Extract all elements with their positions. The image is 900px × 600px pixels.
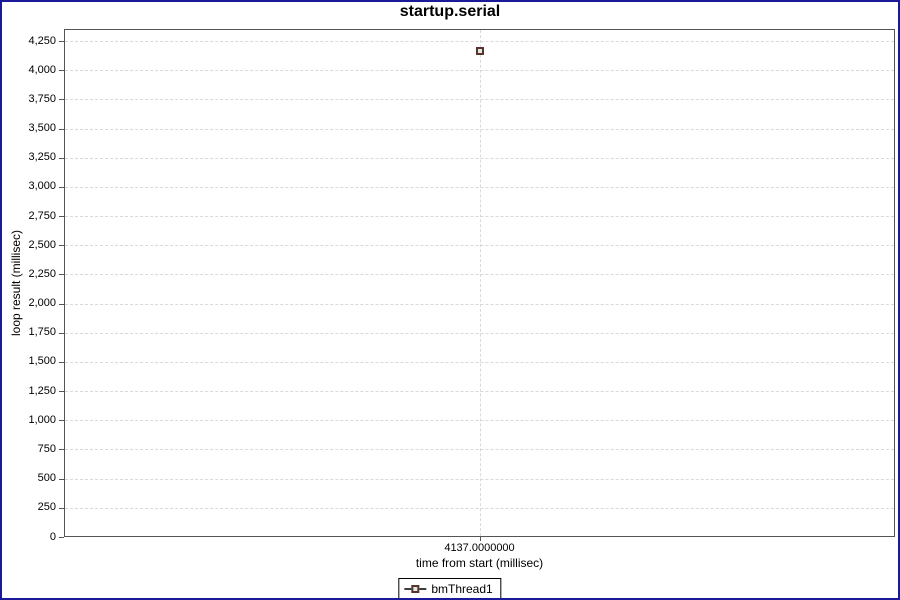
y-tick-mark xyxy=(59,391,64,393)
y-tick-mark xyxy=(59,361,64,363)
x-tick-mark xyxy=(479,537,481,541)
y-tick-label: 1,250 xyxy=(28,384,56,397)
plot-area xyxy=(64,29,895,537)
y-tick-label: 3,000 xyxy=(28,180,56,193)
y-tick-label: 2,000 xyxy=(28,297,56,310)
y-tick-label: 1,500 xyxy=(28,355,56,368)
y-tick-mark xyxy=(59,303,64,305)
series-marker-icon xyxy=(404,583,427,595)
y-tick-label: 750 xyxy=(37,442,56,455)
x-gridline xyxy=(479,30,481,536)
y-tick-mark xyxy=(59,216,64,218)
chart-title: startup.serial xyxy=(399,3,501,20)
y-tick-label: 3,500 xyxy=(28,122,56,135)
y-tick-mark xyxy=(59,157,64,159)
legend-series-label: bmThread1 xyxy=(431,581,493,596)
y-tick-label: 2,250 xyxy=(28,267,56,280)
y-tick-mark xyxy=(59,99,64,101)
y-tick-label: 0 xyxy=(49,530,56,543)
y-tick-mark xyxy=(59,186,64,188)
y-tick-mark xyxy=(59,332,64,334)
y-tick-mark xyxy=(59,449,64,451)
y-tick-mark xyxy=(59,478,64,480)
y-tick-mark xyxy=(59,245,64,247)
y-tick-mark xyxy=(59,507,64,509)
legend-square-glyph xyxy=(411,584,420,593)
y-tick-label: 1,750 xyxy=(28,326,56,339)
x-axis-title: time from start (millisec) xyxy=(415,556,544,570)
y-tick-label: 2,750 xyxy=(28,209,56,222)
legend: bmThread1 xyxy=(398,578,502,598)
y-tick-label: 4,000 xyxy=(28,63,56,76)
y-tick-label: 500 xyxy=(37,472,56,485)
y-tick-label: 2,500 xyxy=(28,238,56,251)
y-tick-mark xyxy=(59,128,64,130)
data-point-marker xyxy=(475,46,484,55)
y-tick-label: 4,250 xyxy=(28,34,56,47)
y-tick-mark xyxy=(59,537,64,538)
y-tick-mark xyxy=(59,420,64,422)
y-tick-mark xyxy=(59,70,64,72)
y-axis-title: loop result (millisec) xyxy=(9,229,23,337)
y-tick-label: 250 xyxy=(37,501,56,514)
y-tick-label: 3,250 xyxy=(28,151,56,164)
y-tick-label: 1,000 xyxy=(28,413,56,426)
x-tick-label: 4137.0000000 xyxy=(444,542,515,554)
y-tick-mark xyxy=(59,41,64,43)
y-tick-mark xyxy=(59,274,64,276)
y-tick-label: 3,750 xyxy=(28,92,56,105)
